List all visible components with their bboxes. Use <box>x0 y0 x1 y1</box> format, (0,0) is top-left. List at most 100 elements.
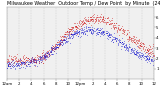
Point <box>19 60 22 62</box>
Point <box>89 29 91 31</box>
Point <box>147 50 149 51</box>
Point <box>81 27 84 29</box>
Point <box>97 28 99 29</box>
Point <box>70 34 72 35</box>
Point <box>66 30 68 32</box>
Point <box>90 16 92 17</box>
Point <box>34 61 37 62</box>
Point <box>60 44 62 45</box>
Point <box>22 62 24 63</box>
Point <box>113 38 116 40</box>
Point <box>10 63 13 64</box>
Point <box>121 42 124 43</box>
Point <box>56 47 59 48</box>
Point <box>91 15 94 17</box>
Point <box>58 44 61 45</box>
Point <box>141 55 143 56</box>
Point <box>26 57 28 59</box>
Point <box>86 21 89 22</box>
Point <box>12 67 15 68</box>
Point <box>9 68 12 69</box>
Point <box>139 42 141 44</box>
Point <box>115 41 118 42</box>
Point <box>6 62 9 63</box>
Point <box>73 33 76 34</box>
Point <box>95 19 97 20</box>
Point <box>78 30 80 32</box>
Point <box>58 44 60 46</box>
Point <box>87 20 89 21</box>
Point <box>47 54 50 55</box>
Point <box>135 53 137 54</box>
Point <box>122 28 124 29</box>
Point <box>18 64 20 66</box>
Point <box>136 40 139 41</box>
Point <box>40 57 42 58</box>
Point <box>147 59 150 60</box>
Point <box>16 64 19 66</box>
Point <box>16 61 19 62</box>
Point <box>8 62 10 63</box>
Point <box>88 29 91 31</box>
Point <box>7 63 10 65</box>
Point <box>110 23 113 24</box>
Point <box>33 64 35 66</box>
Point <box>142 53 144 54</box>
Point <box>100 13 102 15</box>
Point <box>132 39 135 41</box>
Point <box>97 29 100 30</box>
Point <box>137 51 140 53</box>
Point <box>133 53 136 55</box>
Point <box>85 24 87 25</box>
Point <box>91 28 94 29</box>
Point <box>72 36 75 38</box>
Point <box>94 21 97 22</box>
Point <box>68 31 71 33</box>
Point <box>119 39 122 41</box>
Point <box>118 28 121 30</box>
Point <box>81 21 84 23</box>
Point <box>63 40 66 41</box>
Point <box>148 56 151 57</box>
Point <box>90 29 93 31</box>
Point <box>81 19 84 21</box>
Point <box>24 59 27 60</box>
Point <box>89 28 92 30</box>
Point <box>34 65 37 67</box>
Point <box>73 23 76 24</box>
Point <box>64 35 66 37</box>
Point <box>148 51 151 53</box>
Point <box>42 54 45 56</box>
Point <box>140 46 142 47</box>
Point <box>107 21 110 22</box>
Point <box>98 31 100 33</box>
Point <box>79 28 81 29</box>
Point <box>60 39 63 41</box>
Point <box>148 53 150 54</box>
Point <box>147 51 149 52</box>
Point <box>60 42 63 43</box>
Point <box>102 31 105 33</box>
Point <box>43 57 46 58</box>
Point <box>149 62 152 64</box>
Point <box>143 55 146 57</box>
Point <box>92 32 94 34</box>
Point <box>23 58 25 60</box>
Point <box>83 22 86 23</box>
Point <box>42 56 44 58</box>
Point <box>8 65 11 67</box>
Point <box>115 38 118 39</box>
Point <box>75 30 78 32</box>
Point <box>35 63 38 64</box>
Point <box>6 67 9 68</box>
Point <box>37 62 40 63</box>
Point <box>36 55 39 56</box>
Point <box>6 58 9 60</box>
Point <box>75 28 77 30</box>
Point <box>11 60 14 61</box>
Point <box>95 27 98 29</box>
Point <box>60 41 62 43</box>
Point <box>9 64 11 65</box>
Point <box>44 53 46 54</box>
Point <box>102 17 105 18</box>
